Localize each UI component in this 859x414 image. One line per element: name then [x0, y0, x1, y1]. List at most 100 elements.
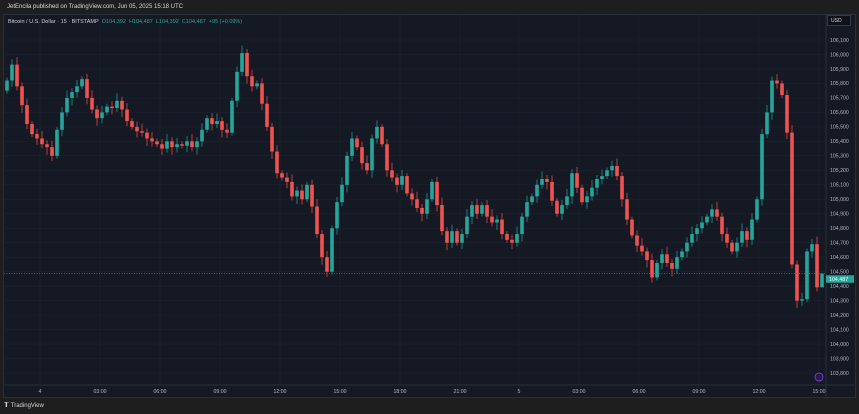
- candle: [65, 90, 69, 117]
- candle-body: [560, 205, 564, 214]
- candle: [635, 230, 639, 252]
- candle: [415, 191, 419, 213]
- candle-body: [35, 134, 39, 139]
- candle: [735, 237, 739, 258]
- candle-body: [5, 80, 9, 91]
- candle: [295, 186, 299, 204]
- candle-body: [480, 205, 484, 214]
- candle-body: [705, 216, 709, 223]
- candle: [300, 184, 304, 205]
- candle-body: [60, 112, 64, 130]
- candle-body: [150, 138, 154, 142]
- candle: [640, 238, 644, 256]
- candle: [700, 216, 704, 234]
- candle: [540, 171, 544, 189]
- candle: [190, 133, 194, 152]
- candle: [45, 140, 49, 155]
- candle-body: [790, 132, 794, 265]
- footer-brand[interactable]: 𝗧 TradingView: [4, 400, 44, 412]
- candle-body: [460, 234, 464, 243]
- candle: [545, 174, 549, 190]
- candle-body: [25, 105, 29, 124]
- candle: [750, 213, 754, 246]
- candle-body: [410, 193, 414, 200]
- candle-body: [470, 205, 474, 217]
- candle: [525, 195, 529, 222]
- legend-change: +95 (+0.09%): [208, 19, 243, 25]
- candle: [435, 176, 439, 212]
- candle-body: [655, 262, 659, 278]
- candle: [535, 179, 539, 203]
- candle: [25, 98, 29, 130]
- candle: [135, 121, 139, 138]
- candle-body: [500, 219, 504, 235]
- candle-body: [340, 184, 344, 203]
- candle: [345, 151, 349, 193]
- candle-body: [435, 181, 439, 206]
- candle: [75, 79, 79, 98]
- candle-body: [15, 64, 19, 87]
- candle-body: [535, 184, 539, 197]
- candle-body: [50, 147, 54, 156]
- currency-button[interactable]: USD: [827, 15, 851, 26]
- candle-body: [620, 176, 624, 200]
- candle: [305, 181, 309, 203]
- candle: [590, 180, 594, 201]
- chart-panel[interactable]: [3, 14, 856, 398]
- candle-body: [290, 181, 294, 197]
- candle-body: [265, 103, 269, 127]
- candle: [350, 132, 354, 162]
- candle-body: [505, 234, 509, 240]
- candle-body: [765, 112, 769, 135]
- candle: [95, 105, 99, 126]
- candle: [80, 76, 84, 90]
- candle: [40, 130, 44, 149]
- candle-body: [625, 199, 629, 220]
- candle-body: [255, 83, 259, 87]
- candle: [50, 140, 54, 162]
- price-tick-label: 105,400: [830, 139, 849, 145]
- candle-body: [195, 141, 199, 148]
- candle: [150, 132, 154, 147]
- candle: [720, 212, 724, 242]
- candle-body: [675, 257, 679, 269]
- candle: [585, 191, 589, 209]
- price-tick-label: 104,800: [830, 226, 849, 232]
- candle-body: [110, 106, 114, 109]
- candle-body: [225, 129, 229, 133]
- candle: [665, 246, 669, 268]
- candle-body: [610, 165, 614, 171]
- candle-body: [680, 251, 684, 258]
- candle: [140, 123, 144, 137]
- candle: [820, 273, 824, 288]
- candle-body: [700, 222, 704, 229]
- time-tick-label: 03:00: [573, 389, 586, 395]
- candle: [175, 137, 179, 153]
- candle: [510, 234, 514, 250]
- event-marker-icon[interactable]: [814, 372, 824, 382]
- candle: [330, 225, 334, 275]
- candle-body: [80, 79, 84, 87]
- candle: [225, 123, 229, 138]
- candle-body: [335, 202, 339, 229]
- candle-body: [605, 170, 609, 177]
- candle-body: [695, 228, 699, 235]
- candle-body: [200, 129, 204, 142]
- candle: [815, 236, 819, 292]
- candle-body: [770, 80, 774, 113]
- candle: [455, 228, 459, 246]
- candle: [630, 216, 634, 239]
- candle: [375, 120, 379, 144]
- candle-body: [740, 231, 744, 243]
- candle: [795, 260, 799, 309]
- candle-body: [815, 244, 819, 288]
- candle: [520, 212, 524, 242]
- price-tick-label: 105,900: [830, 67, 849, 73]
- candle: [310, 179, 314, 213]
- candle-body: [425, 199, 429, 214]
- candle-body: [710, 209, 714, 217]
- candle-body: [755, 199, 759, 220]
- candle: [290, 174, 294, 201]
- candle-body: [445, 231, 449, 243]
